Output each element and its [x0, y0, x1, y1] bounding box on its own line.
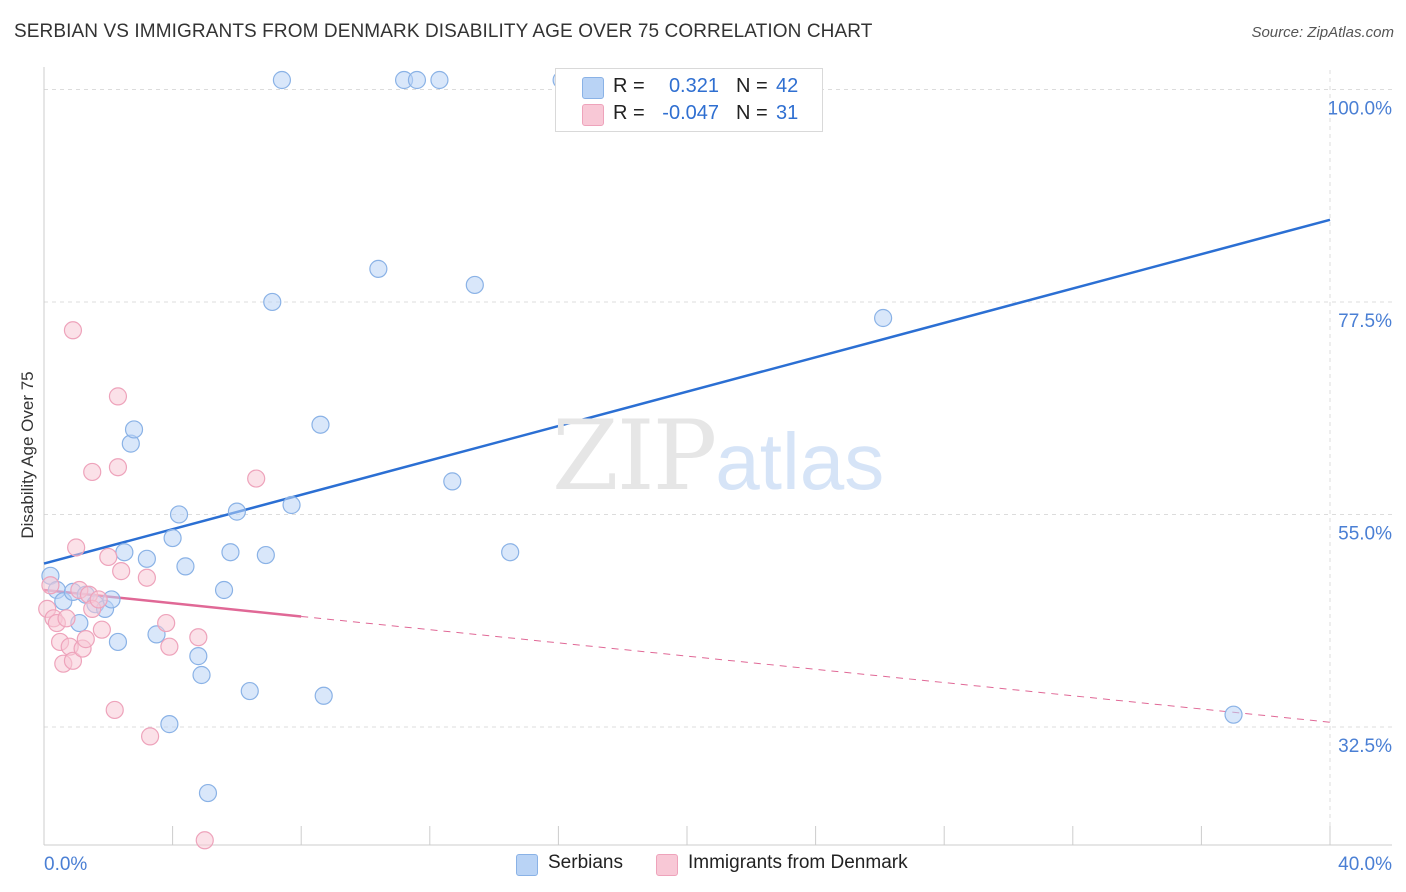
denmark-point [137, 568, 156, 587]
denmark-point [57, 609, 76, 628]
y-tick-label: 100.0% [1328, 98, 1393, 119]
serbians-swatch [582, 77, 604, 99]
denmark-point [41, 576, 60, 595]
serbians-point [407, 70, 427, 90]
n-label: N = [736, 75, 768, 97]
serbians-point [169, 505, 189, 524]
denmark-point [63, 321, 83, 340]
n-value: 42 [776, 75, 799, 97]
correlation-legend: R = 0.321 N = 42 R = -0.047 N = 31 [555, 68, 823, 132]
denmark-point [76, 630, 95, 649]
denmark-point [105, 700, 124, 720]
axes [43, 67, 1392, 846]
denmark-point [99, 547, 118, 567]
serbians-point [272, 70, 292, 90]
y-tick-label: 32.5% [1338, 736, 1392, 757]
y-axis-title: Disability Age Over 75 [18, 371, 37, 538]
legend-row-serbians: R = 0.321 N = 42 [556, 73, 822, 101]
r-label: R = [613, 75, 645, 97]
serbians-point [221, 543, 240, 562]
serbians-point [214, 580, 234, 600]
serbians-point [124, 420, 144, 439]
serbians-point [314, 686, 333, 705]
denmark-point [67, 538, 86, 557]
y-tick-label: 55.0% [1338, 523, 1392, 544]
denmark-swatch [582, 104, 604, 126]
serbians-point [465, 275, 484, 295]
r-value: 0.321 [668, 75, 719, 97]
serbians-point [115, 543, 134, 562]
denmark-point [63, 651, 83, 670]
y-tick-label: 77.5% [1338, 311, 1392, 332]
serbians-point [369, 259, 388, 278]
r-value: -0.047 [662, 102, 719, 124]
denmark-point [92, 620, 111, 639]
serbians-swatch [516, 854, 538, 876]
serbians-point [1224, 705, 1243, 724]
denmark-point [83, 462, 102, 482]
denmark-point [189, 628, 208, 647]
n-value: 31 [776, 102, 799, 124]
serbians-point [240, 681, 259, 701]
chart-title: SERBIAN VS IMMIGRANTS FROM DENMARK DISAB… [14, 21, 873, 42]
source-note: Source: ZipAtlas.com [1251, 24, 1394, 41]
r-label: R = [613, 102, 645, 124]
serbians-point [311, 415, 330, 434]
serbians-point [874, 308, 893, 328]
serbians-point [282, 495, 301, 515]
serbians-point [501, 543, 520, 562]
legend-row-denmark: R = -0.047 N = 31 [556, 100, 822, 128]
serbians-point [192, 665, 211, 685]
legend-label: Serbians [548, 852, 623, 873]
denmark-point [157, 613, 176, 633]
serbians-point [263, 292, 282, 312]
x-tick-label: 40.0% [1338, 854, 1392, 875]
serbians-point [443, 472, 462, 491]
serbians-point [137, 549, 156, 568]
serbians-point [430, 70, 449, 90]
watermark-atlas: atlas [715, 417, 885, 506]
denmark-point [160, 637, 179, 656]
serbians-point [163, 528, 182, 548]
serbians-point [189, 647, 208, 666]
serbians-point [198, 783, 218, 803]
denmark-point [112, 562, 131, 581]
x-tick-label: 0.0% [44, 854, 87, 875]
serbians-point [256, 545, 275, 565]
watermark: ZIPatlas [552, 400, 884, 512]
legend-label: Immigrants from Denmark [688, 852, 908, 873]
serbians-point [227, 502, 246, 521]
serbians-point [108, 632, 128, 652]
denmark-point [140, 727, 160, 746]
denmark-swatch [656, 854, 678, 876]
denmark-point [195, 831, 214, 850]
tick-labels: 32.5% 55.0% 77.5% 100.0% 0.0% 40.0% Disability… [18, 98, 1392, 875]
serbians-point [160, 715, 179, 734]
n-label: N = [736, 102, 768, 124]
denmark-trend-line [301, 615, 1331, 723]
watermark-zip: ZIP [552, 400, 717, 512]
denmark-point [108, 458, 128, 477]
serbians-point [176, 557, 195, 576]
denmark-point [89, 590, 108, 609]
denmark-point [108, 387, 128, 406]
serbians-trend-line [43, 218, 1331, 565]
denmark-point [247, 469, 266, 488]
